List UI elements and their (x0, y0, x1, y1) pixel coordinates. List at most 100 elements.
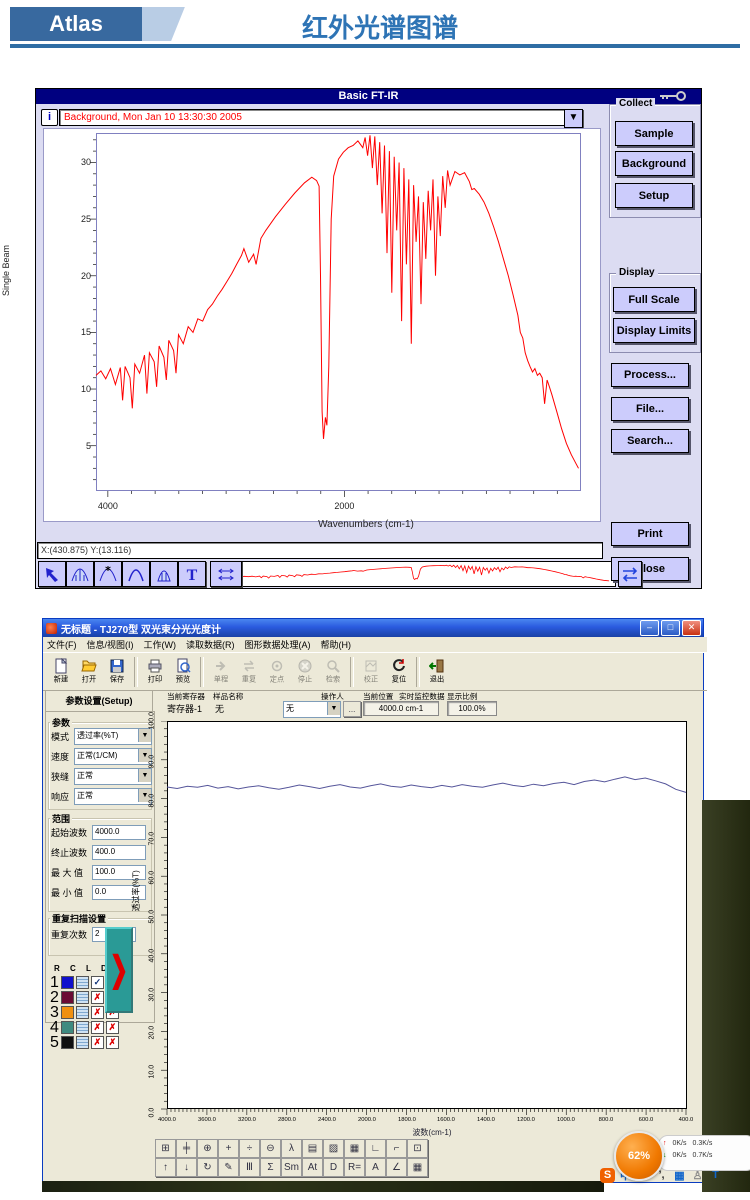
tool-expand-x[interactable] (210, 561, 242, 587)
mini-tool-1-4[interactable]: Ⅲ (239, 1158, 260, 1177)
mini-tool-0-4[interactable]: ÷ (239, 1139, 260, 1158)
side-button-file[interactable]: File... (611, 397, 689, 421)
tool-cursor-arrow[interactable] (38, 561, 66, 587)
spectrum-title-field[interactable]: Background, Mon Jan 10 13:30:30 2005 (59, 109, 567, 126)
display-button-full-scale[interactable]: Full Scale (613, 287, 695, 312)
tab-parameter-setup[interactable]: 参数设置(Setup) (45, 690, 153, 712)
register-color-swatch[interactable] (60, 1006, 74, 1019)
start-wavenumber-input[interactable]: 4000.0 (92, 825, 146, 840)
register-checkbox-d[interactable]: ✗ (90, 1006, 104, 1019)
sogou-logo-icon[interactable]: S (600, 1167, 615, 1183)
tool-text-tool[interactable]: T (178, 561, 206, 587)
mini-tool-0-8[interactable]: ▨ (323, 1139, 344, 1158)
mini-tool-1-12[interactable]: ▦ (407, 1158, 428, 1177)
apply-arrow-button[interactable]: ❯ (105, 927, 133, 1013)
toolbar-button-open[interactable]: 打开 (75, 654, 103, 690)
bottom-button-print[interactable]: Print (611, 522, 689, 546)
mini-tool-0-2[interactable]: ⊕ (197, 1139, 218, 1158)
slit-select[interactable]: 正常 ▼ (74, 768, 152, 785)
spectrum-dropdown-button[interactable]: ▼ (564, 109, 583, 128)
mini-tool-1-10[interactable]: A (365, 1158, 386, 1177)
soft-keyboard-icon[interactable]: ▦ (674, 1169, 685, 1182)
toolbar-button-reset[interactable]: 复位 (385, 654, 413, 690)
mini-tool-0-10[interactable]: ∟ (365, 1139, 386, 1158)
tj270-titlebar[interactable]: 无标题 - TJ270型 双光束分光光度计 – □ ✕ (43, 619, 703, 637)
toolbar-button-exit[interactable]: 退出 (423, 654, 451, 690)
menu-文件[interactable]: 文件(F) (47, 640, 77, 650)
progress-badge[interactable]: 62% (614, 1131, 664, 1181)
register-checkbox-s[interactable]: ✗ (105, 1021, 119, 1034)
register-line-style-icon[interactable] (75, 991, 89, 1004)
combo-arrow-icon[interactable]: ▼ (138, 729, 151, 742)
response-select[interactable]: 正常 ▼ (74, 788, 152, 805)
display-button-display-limits[interactable]: Display Limits (613, 318, 695, 343)
mini-tool-1-0[interactable]: ↑ (155, 1158, 176, 1177)
menu-工作[interactable]: 工作(W) (143, 640, 177, 650)
ftir-titlebar[interactable]: Basic FT-IR (36, 89, 701, 104)
mini-tool-1-11[interactable]: ∠ (386, 1158, 407, 1177)
mini-tool-0-12[interactable]: ⊡ (407, 1139, 428, 1158)
register-line-style-icon[interactable] (75, 1036, 89, 1049)
info-icon[interactable]: i (41, 109, 58, 126)
collect-button-setup[interactable]: Setup (615, 183, 693, 208)
tool-peak-pick[interactable] (94, 561, 122, 587)
register-line-style-icon[interactable] (75, 976, 89, 989)
tool-peak-outline[interactable] (122, 561, 150, 587)
combo-arrow-icon[interactable]: ▼ (327, 702, 340, 715)
mini-tool-0-6[interactable]: λ (281, 1139, 302, 1158)
tool-swap-arrows[interactable] (618, 561, 642, 587)
close-button[interactable]: ✕ (682, 620, 701, 636)
register-color-swatch[interactable] (60, 976, 74, 989)
combo-arrow-icon[interactable]: ▼ (138, 769, 151, 782)
mini-tool-1-5[interactable]: Σ (260, 1158, 281, 1177)
side-button-search[interactable]: Search... (611, 429, 689, 453)
operator-combobox[interactable]: 无 ▼ (283, 701, 341, 718)
ftir-spectrum-chart[interactable] (88, 133, 581, 499)
register-color-swatch[interactable] (60, 1021, 74, 1034)
speed-select[interactable]: 正常(1/CM) ▼ (74, 748, 152, 765)
end-wavenumber-input[interactable]: 400.0 (92, 845, 146, 860)
max-value-input[interactable]: 100.0 (92, 865, 146, 880)
collect-button-sample[interactable]: Sample (615, 121, 693, 146)
register-line-style-icon[interactable] (75, 1006, 89, 1019)
minimize-button[interactable]: – (640, 620, 659, 636)
register-checkbox-d[interactable]: ✗ (90, 1021, 104, 1034)
mode-select[interactable]: 透过率(%T) ▼ (74, 728, 152, 745)
mini-tool-0-1[interactable]: ╪ (176, 1139, 197, 1158)
menu-读取数据[interactable]: 读取数据(R) (186, 640, 235, 650)
mini-tool-0-9[interactable]: ▦ (344, 1139, 365, 1158)
register-color-swatch[interactable] (60, 991, 74, 1004)
register-checkbox-d[interactable]: ✗ (90, 1036, 104, 1049)
person-icon[interactable]: ♙ (692, 1169, 703, 1182)
mini-tool-1-7[interactable]: At (302, 1158, 323, 1177)
toolbar-button-save[interactable]: 保存 (103, 654, 131, 690)
collect-button-background[interactable]: Background (615, 151, 693, 176)
menu-信息/视图[interactable]: 信息/视图(I) (86, 640, 134, 650)
mini-tool-1-1[interactable]: ↓ (176, 1158, 197, 1177)
side-button-process[interactable]: Process... (611, 363, 689, 387)
mini-tool-1-8[interactable]: D (323, 1158, 344, 1177)
register-checkbox-s[interactable]: ✗ (105, 1036, 119, 1049)
toolbar-button-preview[interactable]: 预览 (169, 654, 197, 690)
mini-tool-1-9[interactable]: R= (344, 1158, 365, 1177)
tj270-monitor-chart[interactable] (157, 721, 692, 1121)
menu-图形数据处理[interactable]: 图形数据处理(A) (244, 640, 311, 650)
register-color-swatch[interactable] (60, 1036, 74, 1049)
mini-tool-1-2[interactable]: ↻ (197, 1158, 218, 1177)
register-checkbox-d[interactable]: ✓ (90, 976, 104, 989)
mini-tool-0-7[interactable]: ▤ (302, 1139, 323, 1158)
mini-tool-0-3[interactable]: + (218, 1139, 239, 1158)
register-line-style-icon[interactable] (75, 1021, 89, 1034)
mini-tool-1-6[interactable]: Sm (281, 1158, 302, 1177)
combo-arrow-icon[interactable]: ▼ (138, 789, 151, 802)
combo-arrow-icon[interactable]: ▼ (138, 749, 151, 762)
spectrum-preview-strip[interactable] (238, 561, 616, 587)
tool-peak-hatched[interactable] (66, 561, 94, 587)
operator-more-button[interactable]: ... (343, 701, 361, 717)
mini-tool-1-3[interactable]: ✎ (218, 1158, 239, 1177)
skin-icon[interactable]: T (712, 1169, 719, 1181)
maximize-button[interactable]: □ (661, 620, 680, 636)
toolbar-button-new[interactable]: 新建 (47, 654, 75, 690)
register-checkbox-d[interactable]: ✗ (90, 991, 104, 1004)
menu-帮助[interactable]: 帮助(H) (320, 640, 352, 650)
